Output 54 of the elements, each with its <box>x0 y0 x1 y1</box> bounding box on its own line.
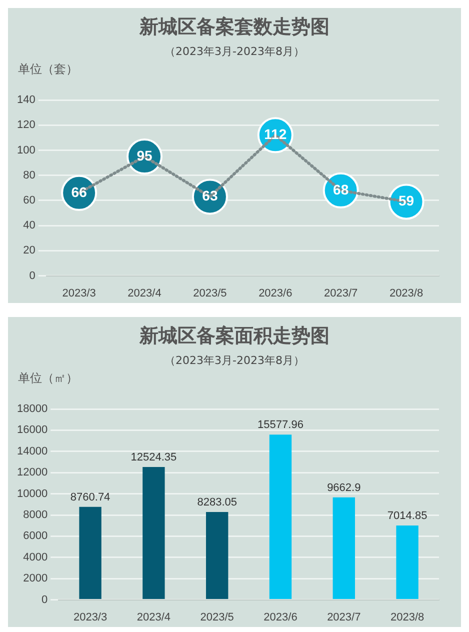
y-tick-label: 16000 <box>16 424 48 436</box>
data-label: 59 <box>398 192 414 209</box>
chart-subtitle: （2023年3月-2023年8月） <box>164 353 306 368</box>
y-tick-label: 12000 <box>16 466 48 479</box>
bar <box>332 497 355 600</box>
x-tick-label: 2023/3 <box>73 611 108 624</box>
x-tick-label: 2023/5 <box>200 611 234 624</box>
data-label: 66 <box>71 184 88 200</box>
y-tick-label: 2000 <box>23 572 48 585</box>
x-tick-label: 2023/8 <box>390 611 424 624</box>
y-tick-label: 10000 <box>16 488 48 500</box>
x-tick-label: 2023/6 <box>258 287 292 300</box>
data-label: 112 <box>264 126 287 142</box>
y-tick-label: 80 <box>23 169 36 182</box>
data-label: 8760.74 <box>70 491 110 504</box>
y-tick-label: 140 <box>16 94 36 106</box>
y-tick-label: 14000 <box>16 445 48 458</box>
chart-subtitle: （2023年3月-2023年8月） <box>164 44 306 59</box>
data-label: 9662.9 <box>327 482 361 494</box>
x-tick-label: 2023/4 <box>136 611 171 624</box>
y-tick-label: 0 <box>29 270 36 282</box>
y-tick-label: 0 <box>41 594 48 606</box>
y-tick-label: 120 <box>16 119 36 132</box>
x-tick-label: 2023/3 <box>62 287 96 300</box>
x-tick-label: 2023/7 <box>327 611 361 624</box>
y-tick-label: 100 <box>16 144 36 156</box>
data-label: 7014.85 <box>387 510 428 522</box>
y-axis-title: 单位（㎡） <box>18 370 79 387</box>
y-tick-label: 8000 <box>23 509 48 522</box>
bar <box>79 506 102 600</box>
data-label: 8283.05 <box>197 496 237 509</box>
y-tick-label: 6000 <box>23 530 48 542</box>
x-tick-label: 2023/5 <box>193 287 227 300</box>
data-label: 15577.96 <box>258 419 304 432</box>
chart-title: 新城区备案套数走势图 <box>138 15 330 40</box>
y-tick-label: 4000 <box>23 551 48 564</box>
data-label: 95 <box>136 147 153 164</box>
bar <box>142 467 165 600</box>
data-label: 12524.35 <box>130 452 177 464</box>
bar <box>396 525 418 600</box>
data-label: 63 <box>202 188 218 204</box>
x-tick-label: 2023/8 <box>389 287 424 300</box>
bar <box>269 434 292 600</box>
chart-title: 新城区备案面积走势图 <box>138 324 330 349</box>
data-label: 68 <box>333 181 349 198</box>
x-tick-label: 2023/6 <box>264 611 298 624</box>
y-tick-label: 60 <box>23 194 36 206</box>
bar <box>206 512 228 600</box>
x-tick-label: 2023/4 <box>128 287 162 300</box>
y-tick-label: 18000 <box>16 403 48 416</box>
y-tick-label: 40 <box>23 220 36 232</box>
x-tick-label: 2023/7 <box>324 287 358 300</box>
y-axis-title: 单位（套） <box>18 61 79 78</box>
y-tick-label: 20 <box>23 244 36 257</box>
